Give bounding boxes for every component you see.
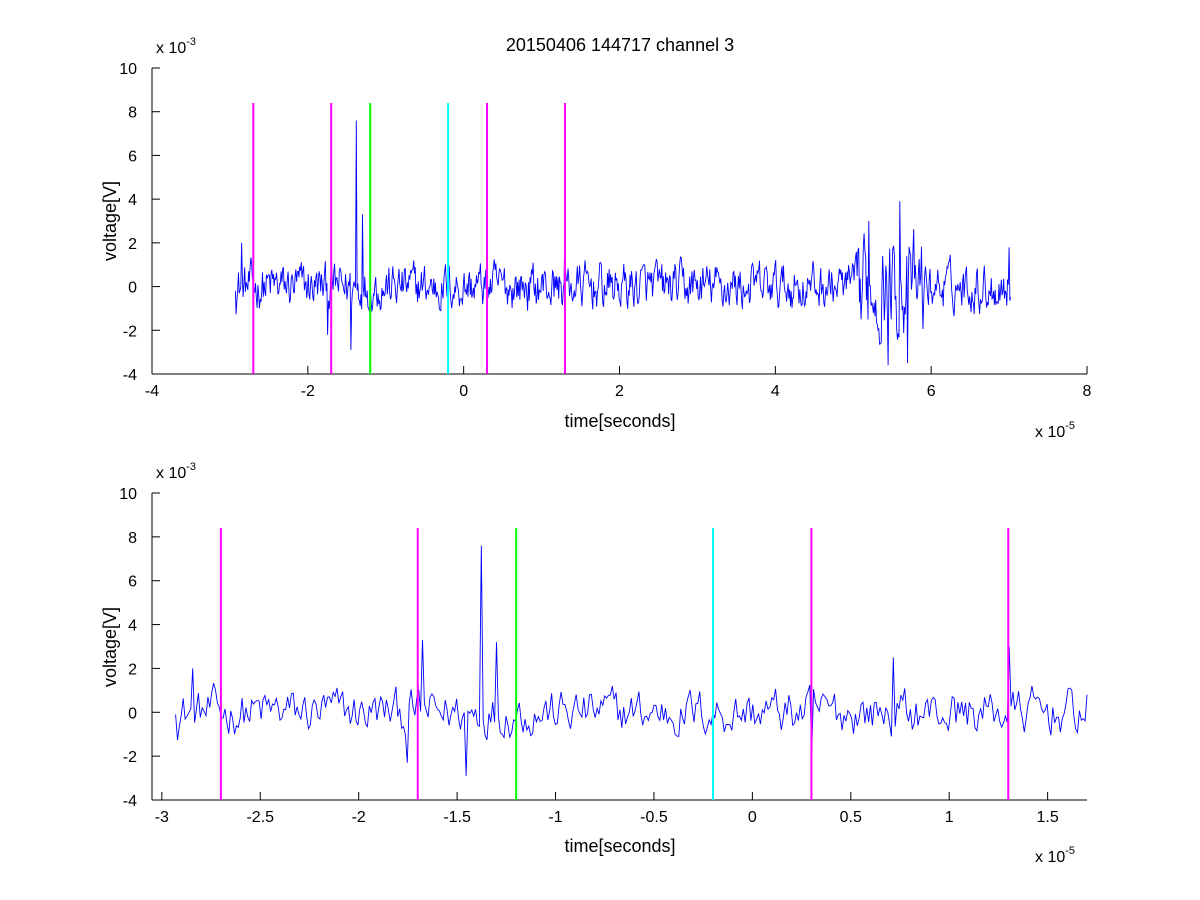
y-tick-label: 10 [119, 61, 137, 78]
y-tick-label: -2 [123, 323, 137, 340]
y-tick-label: 2 [128, 236, 137, 253]
x-tick-label: 1.5 [1037, 809, 1059, 826]
x-tick-label: 0 [748, 809, 757, 826]
bottom-y-axis-label: voltage[V] [100, 607, 120, 687]
svg-text:x 10-3: x 10-3 [156, 36, 196, 57]
top-x-axis-label: time[seconds] [564, 411, 675, 431]
y-tick-label: -4 [123, 367, 137, 384]
voltage-series-line [175, 545, 1088, 776]
top-plot-area: -4 -2 0 2 4 6 8 -4 -2 0 2 4 6 8 10 [119, 61, 1091, 400]
y-tick-label: 8 [128, 530, 137, 547]
bottom-y-exponent-label: x 10-3 [156, 461, 196, 482]
bottom-x-exponent-label: x 10-5 [1035, 845, 1075, 866]
x-tick-label: -2.5 [246, 809, 274, 826]
bottom-plot-area: -3 -2.5 -2 -1.5 -1 -0.5 0 0.5 1 1.5 -4 -2 0 2 4 6 8 10 [119, 486, 1088, 826]
x-tick-label: 0 [459, 383, 468, 400]
x-tick-label: -3 [155, 809, 169, 826]
x-tick-label: -1.5 [443, 809, 471, 826]
x-tick-label: 4 [771, 383, 780, 400]
y-tick-label: 6 [128, 148, 137, 165]
y-tick-label: -2 [123, 749, 137, 766]
y-tick-label: 4 [128, 618, 137, 635]
svg-text:x 10-3: x 10-3 [156, 461, 196, 482]
x-tick-label: -2 [301, 383, 315, 400]
y-tick-label: 4 [128, 192, 137, 209]
svg-text:x 10-5: x 10-5 [1035, 845, 1075, 866]
y-tick-label: 0 [128, 280, 137, 297]
y-tick-label: 0 [128, 705, 137, 722]
x-tick-label: 1 [945, 809, 954, 826]
y-tick-label: -4 [123, 793, 137, 810]
top-axes: 20150406 144717 channel 3 -4 -2 0 2 4 6 8 -4 -2 0… [100, 35, 1092, 441]
x-tick-label: 6 [927, 383, 936, 400]
x-tick-label: 0.5 [840, 809, 862, 826]
bottom-axes: -3 -2.5 -2 -1.5 -1 -0.5 0 0.5 1 1.5 -4 -2 0 2 4 6 8 10 x … [100, 461, 1088, 866]
chart-title: 20150406 144717 channel 3 [506, 35, 734, 55]
y-tick-label: 8 [128, 105, 137, 122]
y-tick-label: 10 [119, 486, 137, 503]
svg-text:x 10-5: x 10-5 [1035, 420, 1075, 441]
top-y-axis-label: voltage[V] [100, 181, 120, 261]
x-tick-label: -4 [145, 383, 159, 400]
x-tick-label: -1 [548, 809, 562, 826]
y-tick-label: 2 [128, 661, 137, 678]
x-tick-label: -2 [352, 809, 366, 826]
top-x-exponent-label: x 10-5 [1035, 420, 1075, 441]
x-tick-label: -0.5 [640, 809, 668, 826]
voltage-series-line [234, 120, 1012, 366]
y-tick-label: 6 [128, 574, 137, 591]
top-y-exponent-label: x 10-3 [156, 36, 196, 57]
bottom-x-axis-label: time[seconds] [564, 836, 675, 856]
x-tick-label: 8 [1083, 383, 1092, 400]
x-tick-label: 2 [615, 383, 624, 400]
